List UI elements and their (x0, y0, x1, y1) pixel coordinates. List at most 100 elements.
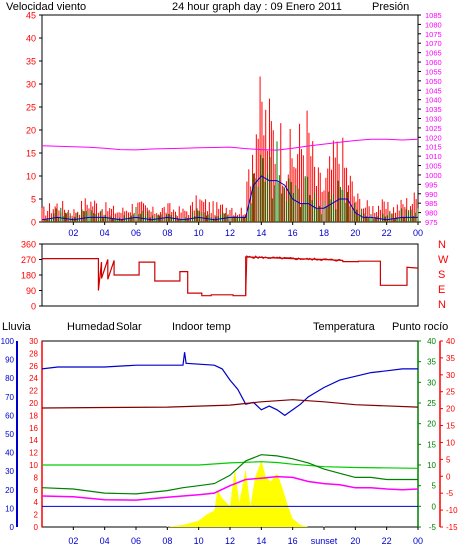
rain-tick-label: 8 (34, 473, 39, 482)
y2-tick-label: 1010 (425, 152, 442, 161)
x-tick-label: 10 (194, 536, 204, 546)
x-tick-label: 18 (319, 228, 329, 238)
humidity-tick-label: 10 (5, 504, 14, 513)
rain-tick-label: 22 (29, 387, 38, 396)
rain-tick-label: 12 (29, 449, 38, 458)
humidity-tick-label: 100 (1, 337, 15, 346)
y2-tick-label: 980 (425, 209, 438, 218)
humidity-tick-label: 30 (5, 467, 14, 476)
temp-tick-label: 5 (432, 482, 437, 491)
dew-tick-label: 40 (446, 337, 455, 346)
y2-tick-label: 1015 (425, 143, 442, 152)
pressure-line (41, 138, 419, 151)
rain-tick-label: 16 (29, 424, 38, 433)
y-tick-label: 0 (31, 218, 36, 228)
y-tick-label: 5 (31, 195, 36, 205)
y-tick-label: 40 (26, 34, 36, 44)
chart-title: 24 hour graph day : 09 Enero 2011 (172, 1, 342, 13)
x-tick-label: 16 (288, 536, 298, 546)
dew-tick-label: -10 (446, 506, 458, 515)
y2-tick-label: 1005 (425, 162, 442, 171)
x-tick-label: 20 (350, 536, 360, 546)
x-tick-label: 00 (413, 228, 423, 238)
y2-tick-label: 1020 (425, 133, 442, 142)
temp-tick-label: 30 (427, 378, 436, 387)
humidity-tick-label: 80 (5, 374, 14, 383)
y-tick-label: 15 (26, 149, 36, 159)
y-tick-label: 270 (21, 255, 36, 265)
temp-tick-label: 25 (427, 399, 436, 408)
temp-tick-label: 40 (427, 337, 436, 346)
solar-area (167, 460, 309, 527)
temp-tick-label: 10 (427, 461, 436, 470)
gust-series (41, 76, 417, 222)
temp-tick-label: 0 (432, 502, 437, 511)
y-tick-label: 0 (31, 302, 36, 312)
rain-tick-label: 20 (29, 399, 38, 408)
average-wind-line (41, 175, 418, 221)
y2-tick-label: 1065 (425, 49, 442, 58)
temperature-line (41, 454, 418, 495)
pressure-axis-label: Presión (372, 1, 409, 13)
x-tick-label: 12 (225, 536, 235, 546)
x-tick-label: 12 (225, 228, 235, 238)
indoor-temp-axis-label: Indoor temp (172, 321, 231, 333)
dew-tick-label: 15 (446, 422, 455, 431)
x-tick-label: 14 (256, 228, 266, 238)
rain-tick-label: 6 (34, 486, 39, 495)
humidity-tick-label: 90 (5, 356, 14, 365)
y-tick-label: 35 (26, 57, 36, 67)
compass-label: W (438, 254, 449, 266)
dew-tick-label: 30 (446, 371, 455, 380)
compass-label: N (438, 239, 446, 251)
dew-tick-label: -5 (446, 489, 454, 498)
y2-tick-label: 1070 (425, 39, 442, 48)
temp-tick-label: -5 (429, 523, 437, 532)
solar-line (42, 461, 419, 469)
y-tick-label: 20 (26, 126, 36, 136)
dew-tick-label: 10 (446, 438, 455, 447)
y2-tick-label: 1030 (425, 115, 442, 124)
y-tick-label: 45 (26, 11, 36, 21)
rain-tick-label: 18 (29, 411, 38, 420)
x-tick-label: 16 (288, 228, 298, 238)
compass-label: N (438, 299, 446, 311)
dew-tick-label: 20 (446, 405, 455, 414)
temperature-axis-label: Temperatura (313, 321, 376, 333)
y2-tick-label: 1060 (425, 58, 442, 67)
x-tick-label: 06 (131, 228, 141, 238)
dew-tick-label: 0 (446, 472, 451, 481)
humidity-tick-label: 20 (5, 486, 14, 495)
dew-tick-label: 5 (446, 455, 451, 464)
y-tick-label: 10 (26, 172, 36, 182)
y-tick-label: 30 (26, 80, 36, 90)
humidity-line (41, 352, 418, 417)
y2-tick-label: 1075 (425, 30, 442, 39)
speed-series (43, 141, 419, 222)
x-tick-label: 14 (256, 536, 266, 546)
y2-tick-label: 1000 (425, 171, 442, 180)
indoor-line (41, 399, 419, 409)
x-tick-label: 20 (350, 228, 360, 238)
y-tick-label: 180 (21, 271, 36, 281)
compass-label: S (438, 269, 445, 281)
rain-tick-label: 2 (34, 511, 39, 520)
temp-tick-label: 20 (427, 420, 436, 429)
humidity-tick-label: 60 (5, 411, 14, 420)
y2-tick-label: 1045 (425, 86, 442, 95)
rain-tick-label: 10 (29, 461, 38, 470)
x-tick-label: 06 (131, 536, 141, 546)
plot-frame (41, 14, 419, 223)
x-tick-label: 00 (413, 536, 423, 546)
y-tick-label: 360 (21, 240, 36, 250)
x-tick-label: 22 (382, 536, 392, 546)
compass-label: E (438, 284, 445, 296)
y2-tick-label: 975 (425, 218, 438, 227)
humidity-tick-label: 40 (5, 449, 14, 458)
y2-tick-label: 1055 (425, 67, 442, 76)
rain-tick-label: 0 (34, 523, 39, 532)
rain-tick-label: 28 (29, 349, 38, 358)
wind-direction-line (42, 256, 419, 297)
